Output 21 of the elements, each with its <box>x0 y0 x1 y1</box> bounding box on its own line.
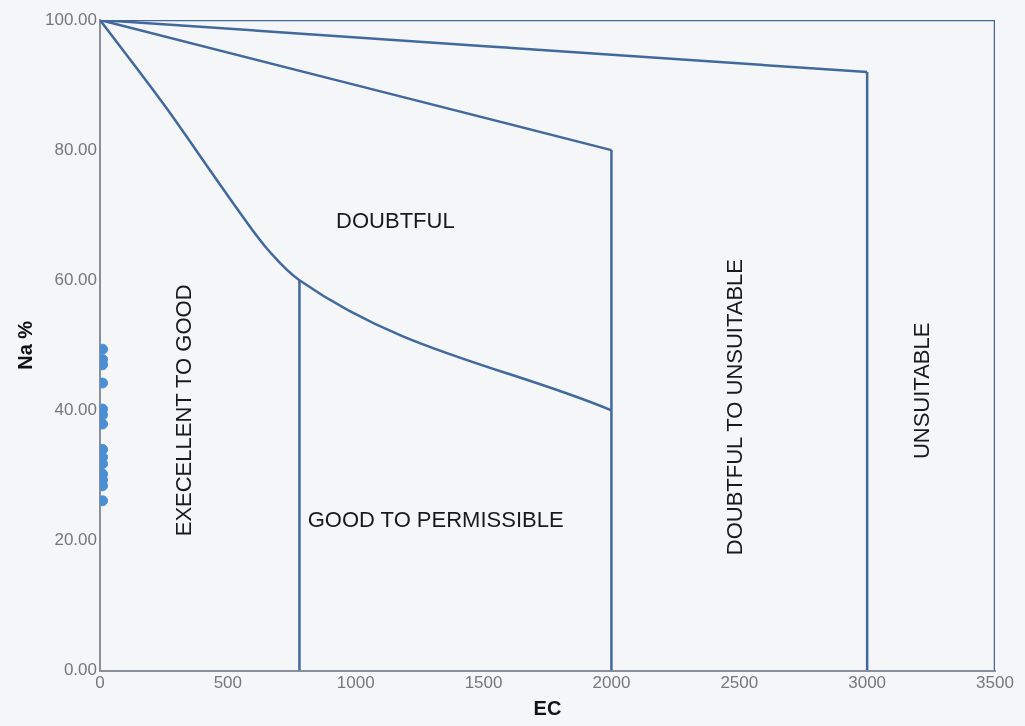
x-tick-label: 2500 <box>720 673 759 693</box>
annotation: DOUBTFUL <box>336 207 455 233</box>
x-axis-title: EC <box>533 696 562 719</box>
y-tick-label: 40.00 <box>54 400 97 420</box>
y-tick-label: 100.00 <box>45 9 97 29</box>
y-tick-label: 0.00 <box>63 660 97 680</box>
annotation: GOOD TO PERMISSIBLE <box>307 507 564 533</box>
x-tick-label: 3000 <box>848 673 887 693</box>
annotation: UNSUITABLE <box>909 322 935 460</box>
x-tick-label: 1000 <box>336 673 375 693</box>
x-tick-label: 500 <box>213 673 243 693</box>
y-axis-title: Na % <box>13 320 36 370</box>
annotation: EXECELLENT TO GOOD <box>171 284 197 537</box>
y-tick-label: 80.00 <box>54 139 97 159</box>
y-tick-label: 60.00 <box>54 269 97 289</box>
x-tick-label: 2000 <box>592 673 631 693</box>
y-tick-label: 20.00 <box>54 530 97 550</box>
x-tick-label: 0 <box>95 673 105 693</box>
annotation: DOUBTFUL TO UNSUITABLE <box>721 258 747 556</box>
x-tick-label: 3500 <box>976 673 1014 693</box>
x-tick-label: 1500 <box>464 673 503 693</box>
